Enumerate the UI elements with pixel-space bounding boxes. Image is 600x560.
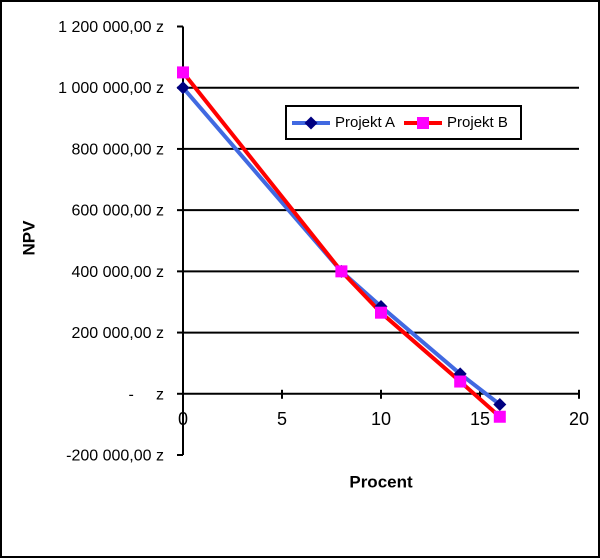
data-point-marker — [375, 306, 387, 319]
x-tick-labels: 0 5 10 15 20 — [178, 409, 589, 429]
y-axis-title: NPV — [19, 220, 39, 256]
y-tick-label: -200 000,00 z — [66, 448, 164, 465]
y-tick-label: 200 000,00 z — [71, 325, 164, 342]
series-markers — [176, 66, 507, 423]
legend-key-projekt-a-icon — [292, 116, 330, 130]
data-point-marker — [493, 397, 507, 411]
x-axis-title: Procent — [349, 472, 413, 492]
data-point-marker — [177, 66, 189, 79]
data-point-marker — [454, 375, 467, 388]
y-tick-label: 1 000 000,00 z — [58, 80, 164, 97]
legend-key-projekt-b-icon — [404, 116, 443, 130]
y-tick-label: - z — [128, 386, 164, 403]
y-tick-label: 600 000,00 z — [71, 203, 164, 220]
y-tick-label: 800 000,00 z — [71, 141, 164, 158]
y-tick-labels: 1 200 000,00 z 1 000 000,00 z 800 000,00 z… — [58, 19, 164, 465]
x-tick-label: 10 — [371, 409, 391, 429]
x-tick-label: 5 — [277, 409, 287, 429]
y-tick-label: 1 200 000,00 z — [58, 19, 164, 36]
data-point-marker — [335, 265, 348, 278]
data-point-marker — [176, 81, 190, 95]
axes — [177, 25, 580, 456]
legend: Projekt A Projekt B — [285, 105, 522, 140]
x-tick-label: 20 — [569, 409, 589, 429]
y-tick-label: 400 000,00 z — [71, 264, 164, 281]
data-point-marker — [493, 410, 506, 423]
x-tick-label: 15 — [470, 409, 490, 429]
x-tick-label: 0 — [178, 409, 188, 429]
legend-label-projekt-b: Projekt B — [447, 114, 508, 131]
legend-label-projekt-a: Projekt A — [335, 114, 396, 131]
